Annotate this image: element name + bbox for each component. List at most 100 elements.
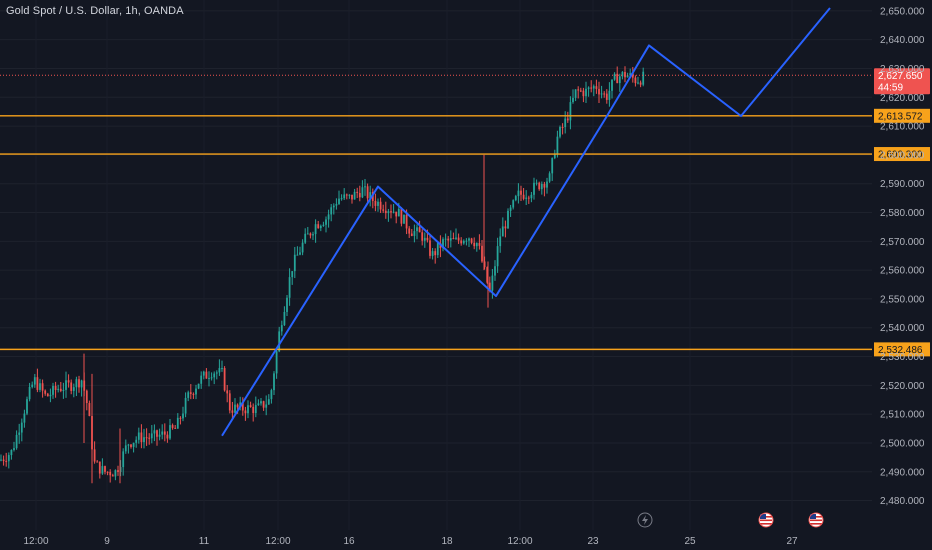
x-tick-label: 27 [786,536,798,547]
candle-body [2,459,5,461]
candle-body [135,439,138,443]
candle-body [319,225,322,229]
candle-body [379,201,382,210]
candle-body [618,76,621,84]
candle-body [327,214,330,220]
candle-body [260,401,262,404]
y-tick-label: 2,520.000 [880,381,925,392]
level-price-tag [874,147,930,162]
y-tick-label: 2,540.000 [880,323,925,334]
candle-body [507,210,509,229]
candle-body [278,331,281,352]
candle-body [395,211,398,217]
candle-body [470,238,473,243]
candle-body [33,377,36,385]
candle-body [72,387,75,391]
candle-body [293,254,296,272]
candle-body [288,277,291,298]
candle-body [473,242,476,247]
candle-body [600,93,603,95]
current-price-label: 2,627.650 [878,71,923,82]
candle-body [535,182,538,184]
candle-body [231,410,234,413]
candle-body [421,232,424,241]
candle-body [605,93,608,100]
candle-body [561,126,564,128]
y-tick-label: 2,610.000 [880,122,925,133]
y-tick-label: 2,480.000 [880,496,925,507]
candle-body [608,90,611,100]
candle-body [23,413,26,423]
candle-body [418,227,421,233]
candle-body [330,207,333,215]
candle-body [431,251,434,256]
us-flag-icon[interactable] [758,512,774,528]
candle-body [104,466,106,472]
y-tick-label: 2,630.000 [880,64,925,75]
y-tick-label: 2,580.000 [880,208,925,219]
x-tick-label: 12:00 [265,536,290,547]
candle-body [161,431,164,435]
candle-body [405,214,408,229]
candle-body [387,211,390,214]
candle-body [603,93,606,95]
candle-body [148,437,151,439]
projection-line[interactable] [221,7,831,437]
candle-body [626,75,629,78]
candle-body [634,77,637,84]
candle-body [26,399,28,414]
candle-body [299,252,301,255]
candle-body [408,228,411,234]
candle-body [587,87,590,89]
horizontal-levels[interactable]: 2,613.572 2,600.300 2,532.486 2,627.65044:5… [0,68,930,357]
candle-body [195,388,197,395]
candle-body [390,211,392,213]
candle-body [595,86,598,89]
candle-body [187,392,190,398]
candle-body [176,417,179,429]
candle-body [530,194,533,199]
candle-body [205,371,208,379]
candle-body [611,79,613,91]
candle-body [629,73,632,76]
candle-body [223,368,226,391]
candle-body [447,238,450,241]
candle-body [358,192,361,198]
candle-body [572,97,574,103]
y-tick-label: 2,640.000 [880,35,925,46]
candle-body [197,383,200,389]
lightning-icon[interactable] [637,512,653,528]
x-tick-label: 12:00 [23,536,48,547]
x-tick-label: 16 [343,536,355,547]
candle-body [10,449,13,456]
candle-body [18,432,21,435]
candle-body [62,389,65,391]
candle-body [36,377,39,390]
candle-body [392,211,395,213]
price-axis[interactable]: 2,480.000 2,490.000 2,500.000 2,510.000 2,52… [880,6,925,507]
candle-body [156,430,158,437]
candle-body [96,461,99,463]
time-axis[interactable]: 12:00 9 11 12:00 16 18 12:00 23 25 27 [23,536,798,547]
candle-body [353,191,356,200]
candle-body [111,475,114,477]
candle-body [158,434,161,437]
candle-body [434,251,437,256]
candles [0,66,645,484]
candle-body [182,413,184,419]
level-price-label: 2,613.572 [878,111,923,122]
chart-title: Gold Spot / U.S. Dollar, 1h, OANDA [6,5,184,17]
x-tick-label: 9 [104,536,110,547]
candle-body [78,379,80,388]
candle-body [106,471,109,473]
candle-body [202,371,205,376]
us-flag-icon[interactable] [808,512,824,528]
candle-body [296,254,299,256]
candle-body [548,173,551,182]
candle-body [501,226,504,237]
candle-body [241,402,244,411]
candle-body [553,153,556,159]
projection-path[interactable] [221,7,831,437]
